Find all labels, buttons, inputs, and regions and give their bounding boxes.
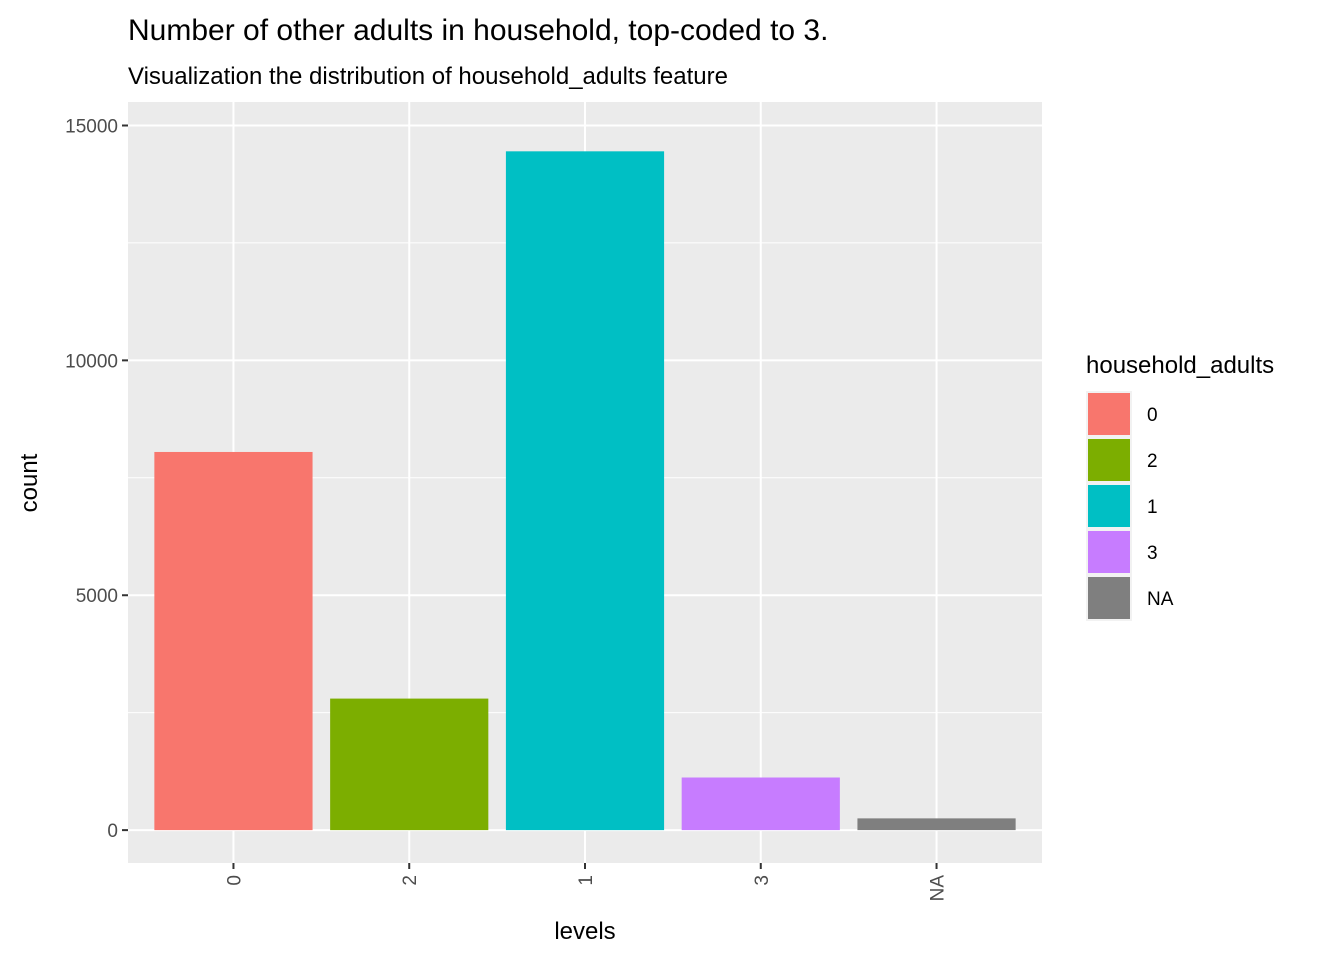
y-axis-title: count xyxy=(16,453,43,512)
legend-label: 1 xyxy=(1147,497,1158,518)
bar-3 xyxy=(681,777,840,831)
legend-title: household_adults xyxy=(1086,352,1274,379)
y-tick-label: 10000 xyxy=(65,351,118,372)
y-tick-label: 5000 xyxy=(76,586,118,607)
legend-label: NA xyxy=(1147,589,1174,610)
x-axis-title: levels xyxy=(554,918,615,945)
legend-items: 0 2 1 3 NA xyxy=(1086,391,1174,621)
bars xyxy=(154,151,1016,831)
bar-2 xyxy=(330,698,489,831)
x-tick-label: 1 xyxy=(576,875,597,886)
legend: household_adults 0 2 1 3 NA xyxy=(1086,352,1274,621)
legend-swatch xyxy=(1088,439,1130,481)
legend-swatch xyxy=(1088,531,1130,573)
bar-1 xyxy=(505,151,665,831)
legend-swatch xyxy=(1088,393,1130,435)
legend-label: 3 xyxy=(1147,543,1158,564)
legend-swatch xyxy=(1088,485,1130,527)
x-axis: 0 2 1 3 NA xyxy=(224,863,949,902)
x-tick-label: 2 xyxy=(400,875,421,886)
y-axis: 0 5000 10000 15000 xyxy=(65,116,128,842)
chart-subtitle: Visualization the distribution of househ… xyxy=(128,63,728,90)
y-tick-label: 15000 xyxy=(65,116,118,137)
x-tick-label: 0 xyxy=(224,875,245,886)
legend-label: 2 xyxy=(1147,451,1158,472)
x-tick-label: 3 xyxy=(752,875,773,886)
bar-na xyxy=(857,818,1016,831)
legend-swatch xyxy=(1088,577,1130,619)
y-tick-label: 0 xyxy=(107,821,118,842)
chart-title: Number of other adults in household, top… xyxy=(128,14,828,47)
x-tick-label: NA xyxy=(928,875,949,902)
bar-0 xyxy=(154,451,313,831)
legend-label: 0 xyxy=(1147,405,1158,426)
